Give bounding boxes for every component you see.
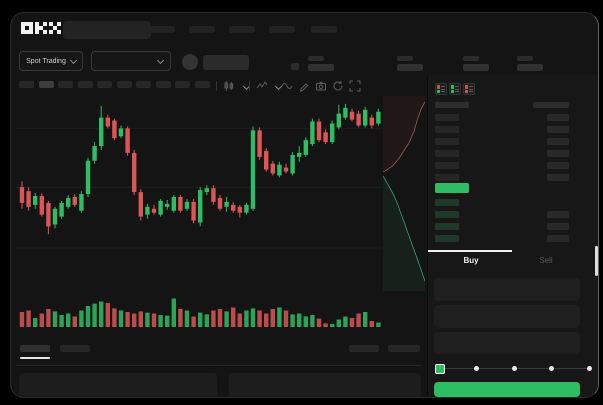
bid-price-bar[interactable] (435, 211, 459, 218)
total-input[interactable] (434, 332, 580, 354)
chart-tab[interactable] (349, 345, 379, 352)
nav-item[interactable] (229, 26, 255, 33)
stat-value (397, 64, 423, 71)
bid-price-bar[interactable] (435, 235, 459, 242)
ask-price-bar[interactable] (435, 162, 459, 169)
slider-stop[interactable] (586, 366, 592, 371)
okx-logo-letter (35, 22, 47, 34)
tab-buy[interactable]: Buy (463, 256, 479, 265)
stat-label (397, 56, 413, 61)
market-type-selector[interactable]: Spot Trading (19, 51, 83, 71)
last-price-cell[interactable] (435, 183, 469, 193)
slider-stop[interactable] (474, 366, 479, 371)
slider-handle[interactable] (435, 364, 445, 374)
orderbook-combined-icon[interactable] (435, 83, 447, 95)
stat-value (517, 64, 543, 71)
fullscreen-icon[interactable] (349, 80, 361, 92)
order-amount-bar (547, 126, 569, 133)
price-input[interactable] (434, 278, 580, 301)
order-amount-bar (547, 150, 569, 157)
chart-tab-active[interactable] (20, 345, 50, 352)
slider-stop[interactable] (549, 366, 554, 371)
orderbook-asks-icon[interactable] (463, 83, 475, 95)
camera-icon[interactable] (315, 80, 327, 92)
timeframe-button[interactable] (38, 81, 54, 88)
price-mini-placeholder (291, 63, 299, 70)
order-amount-bar (547, 174, 569, 181)
ask-price-bar[interactable] (435, 126, 459, 133)
order-amount-bar (547, 235, 569, 242)
timeframe-button[interactable] (155, 81, 171, 88)
scrollbar-thumb[interactable] (595, 246, 598, 276)
search-input[interactable] (63, 21, 151, 39)
orderbook-price-header (435, 102, 469, 108)
chart-tab[interactable] (60, 345, 90, 352)
divider (16, 365, 421, 366)
nav-item[interactable] (269, 26, 295, 33)
chart-tab-underline (20, 357, 50, 359)
bid-price-bar[interactable] (435, 223, 459, 230)
timeframe-button[interactable] (175, 81, 190, 88)
nav-item[interactable] (311, 26, 337, 33)
ask-price-bar[interactable] (435, 138, 459, 145)
order-amount-bar (547, 211, 569, 218)
coin-avatar (182, 54, 198, 70)
amount-input[interactable] (434, 305, 580, 328)
timeframe-button[interactable] (136, 81, 151, 88)
stat-label (308, 56, 324, 61)
candle-style-icon[interactable] (223, 80, 235, 92)
timeframe-button[interactable] (97, 81, 112, 88)
buy-submit-button[interactable] (434, 382, 580, 397)
pair-selector[interactable] (91, 51, 171, 71)
order-amount-bar (547, 223, 569, 230)
wave-icon[interactable] (281, 80, 293, 92)
timeframe-button[interactable] (58, 81, 73, 88)
order-amount-bar (547, 138, 569, 145)
timeframe-button[interactable] (194, 81, 210, 88)
app-window: Spot Trading (10, 12, 599, 398)
timeframe-button[interactable] (116, 81, 132, 88)
pair-title-placeholder (203, 55, 249, 70)
bid-price-bar[interactable] (435, 199, 459, 206)
undo-icon[interactable] (332, 80, 344, 92)
stat-label (517, 56, 533, 61)
okx-logo-letter (21, 22, 33, 34)
chart-tab[interactable] (388, 345, 420, 352)
timeframe-button[interactable] (19, 81, 34, 88)
okx-logo (21, 22, 63, 40)
depth-chart (383, 96, 425, 291)
buy-tab-indicator (428, 250, 512, 252)
orders-panel-placeholder (19, 373, 217, 397)
orderbook-amount-header (533, 102, 569, 108)
tab-sell[interactable]: Sell (539, 256, 553, 265)
nav-item[interactable] (149, 26, 175, 33)
ask-price-bar[interactable] (435, 114, 459, 121)
draw-icon[interactable] (298, 80, 310, 92)
ask-price-bar[interactable] (435, 150, 459, 157)
slider-stop[interactable] (511, 366, 517, 371)
stat-value (463, 64, 489, 71)
history-panel-placeholder (229, 373, 421, 397)
market-type-label: Spot Trading (26, 57, 66, 65)
chevron-down-icon (69, 56, 77, 64)
chevron-down-icon (156, 56, 165, 64)
okx-logo-letter (49, 22, 61, 34)
order-amount-bar (547, 162, 569, 169)
timeframe-button[interactable] (77, 81, 93, 88)
nav-item[interactable] (189, 26, 215, 33)
stat-label (463, 56, 479, 61)
candlestick-chart[interactable] (16, 99, 382, 295)
orderbook-bids-icon[interactable] (449, 83, 461, 95)
stat-value (308, 64, 334, 71)
volume-bars (19, 298, 381, 327)
ask-price-bar[interactable] (435, 174, 459, 181)
indicators-icon[interactable] (256, 80, 268, 92)
order-amount-bar (547, 114, 569, 121)
